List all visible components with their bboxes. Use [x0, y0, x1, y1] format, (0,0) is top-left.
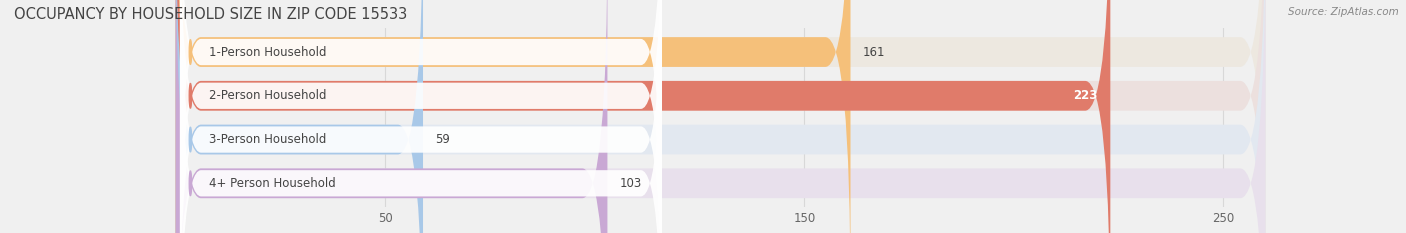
- FancyBboxPatch shape: [176, 0, 607, 233]
- FancyBboxPatch shape: [180, 0, 662, 233]
- FancyBboxPatch shape: [180, 0, 662, 233]
- Text: 1-Person Household: 1-Person Household: [209, 45, 326, 58]
- FancyBboxPatch shape: [176, 0, 423, 233]
- Circle shape: [190, 84, 191, 108]
- FancyBboxPatch shape: [176, 0, 1265, 233]
- FancyBboxPatch shape: [180, 0, 662, 233]
- FancyBboxPatch shape: [176, 0, 1111, 233]
- Text: 3-Person Household: 3-Person Household: [209, 133, 326, 146]
- Text: Source: ZipAtlas.com: Source: ZipAtlas.com: [1288, 7, 1399, 17]
- FancyBboxPatch shape: [176, 0, 851, 233]
- FancyBboxPatch shape: [176, 0, 1265, 233]
- Text: 2-Person Household: 2-Person Household: [209, 89, 326, 102]
- Text: 4+ Person Household: 4+ Person Household: [209, 177, 336, 190]
- FancyBboxPatch shape: [180, 0, 662, 233]
- Circle shape: [190, 40, 191, 64]
- Circle shape: [190, 127, 191, 152]
- Text: 161: 161: [863, 45, 886, 58]
- Text: OCCUPANCY BY HOUSEHOLD SIZE IN ZIP CODE 15533: OCCUPANCY BY HOUSEHOLD SIZE IN ZIP CODE …: [14, 7, 408, 22]
- Text: 59: 59: [436, 133, 450, 146]
- Circle shape: [190, 171, 191, 195]
- Text: 103: 103: [620, 177, 643, 190]
- FancyBboxPatch shape: [176, 0, 1265, 233]
- FancyBboxPatch shape: [176, 0, 1265, 233]
- Text: 223: 223: [1073, 89, 1098, 102]
